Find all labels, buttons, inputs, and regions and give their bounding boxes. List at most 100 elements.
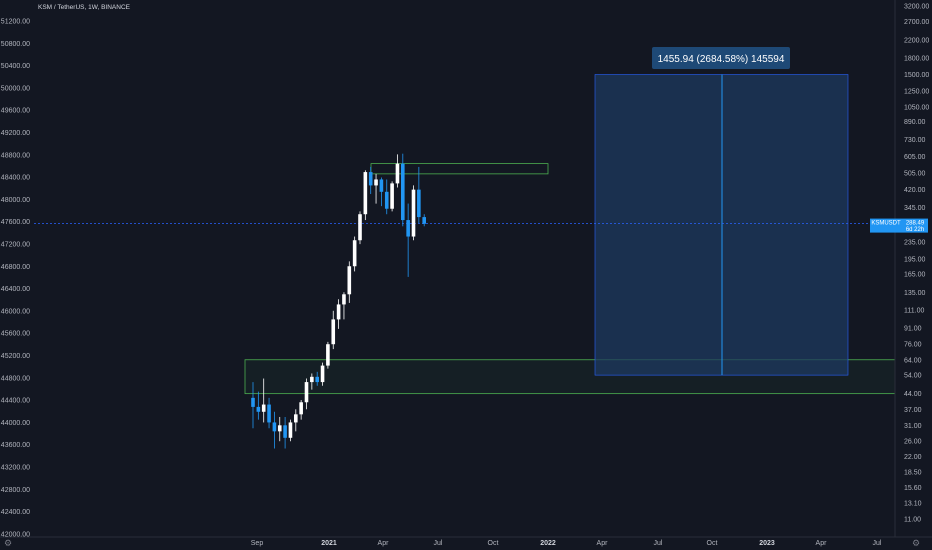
time-tick-label: Sep (251, 540, 264, 547)
candle[interactable] (277, 416, 282, 442)
candle-body (272, 422, 277, 432)
candle-body (310, 376, 314, 383)
candle[interactable] (363, 170, 368, 221)
candle-body (320, 365, 325, 383)
candle[interactable] (251, 382, 255, 429)
right-tick-label: 1800.00 (904, 56, 929, 63)
candle-body (411, 189, 416, 237)
left-tick-label: 50800.00 (1, 41, 30, 48)
candle[interactable] (336, 299, 341, 329)
candles[interactable] (251, 153, 426, 449)
measure-label: 1455.94 (2684.58%) 145594 (658, 54, 785, 65)
candle[interactable] (326, 341, 330, 369)
candle[interactable] (395, 154, 400, 188)
time-tick-label: Apr (597, 540, 609, 547)
candle[interactable] (342, 292, 346, 320)
time-tick-label: Oct (488, 540, 499, 547)
time-axis-bg (0, 537, 932, 550)
candle[interactable] (411, 185, 416, 241)
candle[interactable] (261, 378, 266, 423)
candle[interactable] (384, 179, 389, 215)
candle[interactable] (272, 411, 277, 449)
candle[interactable] (417, 166, 421, 224)
left-tick-label: 47600.00 (1, 219, 30, 226)
candle[interactable] (310, 373, 314, 390)
gear-icon[interactable]: ⚙ (912, 539, 920, 549)
right-tick-label: 18.50 (904, 469, 922, 476)
time-tick-label: 2022 (540, 540, 556, 547)
time-tick-label: Jul (654, 540, 663, 547)
badge-symbol: KSMUSDT (871, 221, 901, 227)
candle[interactable] (267, 397, 271, 429)
candle[interactable] (358, 211, 362, 245)
time-tick-label: Jul (873, 540, 882, 547)
left-tick-label: 42800.00 (1, 487, 30, 494)
candle[interactable] (299, 400, 303, 420)
left-tick-label: 49600.00 (1, 108, 30, 115)
right-price-axis[interactable]: 3200.00 2700.00 2200.00 1800.00 1500.00 1250.… (894, 0, 932, 537)
badge-price-bg (902, 218, 928, 233)
candle-body (422, 217, 426, 224)
right-tick-label: 1500.00 (904, 72, 929, 79)
right-tick-label: 605.00 (904, 154, 926, 161)
measure-label-box (652, 47, 790, 69)
candle[interactable] (390, 181, 394, 212)
badge-countdown: 6d 22h (906, 227, 924, 233)
chart-title: KSM / TetherUS, 1W, BINANCE (38, 4, 131, 11)
candle[interactable] (331, 310, 336, 350)
candle[interactable] (401, 153, 405, 227)
left-tick-label: 47200.00 (1, 242, 30, 249)
candle[interactable] (294, 409, 298, 432)
right-tick-label: 91.00 (904, 325, 922, 332)
badge-symbol-bg (870, 218, 902, 233)
right-tick-label: 1250.00 (904, 89, 929, 96)
candle[interactable] (304, 378, 309, 410)
right-tick-label: 1050.00 (904, 104, 929, 111)
right-tick-label: 54.00 (904, 373, 922, 380)
left-tick-label: 46800.00 (1, 264, 30, 271)
candle[interactable] (368, 166, 373, 195)
left-tick-label: 48000.00 (1, 197, 30, 204)
candle-body (406, 220, 410, 237)
candle-body (277, 425, 282, 432)
candle[interactable] (288, 419, 293, 442)
candle[interactable] (256, 391, 261, 420)
time-axis[interactable]: Sep 2021 Apr Jul Oct 2022 Apr Jul Oct 2023 Apr Jul (0, 536, 932, 550)
candle-body (347, 266, 352, 295)
left-tick-label: 49200.00 (1, 130, 30, 137)
candle[interactable] (352, 236, 357, 272)
candle[interactable] (320, 362, 325, 386)
time-tick-label: Apr (816, 540, 828, 547)
left-tick-label: 50000.00 (1, 85, 30, 92)
left-tick-label: 44000.00 (1, 420, 30, 427)
candle-body (267, 404, 271, 423)
candle[interactable] (315, 371, 319, 386)
candle[interactable] (379, 177, 384, 207)
chart-settings-icon[interactable]: ⚙ (4, 539, 12, 549)
right-tick-label: 64.00 (904, 357, 922, 364)
candle-body (283, 425, 287, 438)
candle-body (256, 406, 261, 412)
candle[interactable] (406, 203, 410, 277)
candle-body (288, 422, 293, 438)
left-tick-label: 46000.00 (1, 308, 30, 315)
right-tick-label: 3200.00 (904, 4, 929, 11)
candle[interactable] (347, 261, 352, 303)
measure-tool[interactable]: 1455.94 (2684.58%) 145594 (594, 47, 849, 376)
candle-body (251, 397, 255, 407)
right-tick-label: 13.10 (904, 501, 922, 508)
right-tick-label: 505.00 (904, 170, 926, 177)
candle-body (368, 172, 373, 186)
candle[interactable] (422, 214, 426, 227)
left-tick-label: 48400.00 (1, 175, 30, 182)
candle[interactable] (283, 416, 287, 449)
candle-body (261, 404, 266, 412)
right-tick-label: 76.00 (904, 342, 922, 349)
left-price-axis[interactable]: 51200.00 50800.00 50400.00 50000.00 49600.00… (0, 0, 34, 538)
right-tick-label: 2700.00 (904, 19, 929, 26)
left-tick-label: 51200.00 (1, 19, 30, 26)
candle[interactable] (374, 173, 378, 204)
right-tick-label: 890.00 (904, 119, 926, 126)
right-axis-bg (895, 0, 932, 537)
